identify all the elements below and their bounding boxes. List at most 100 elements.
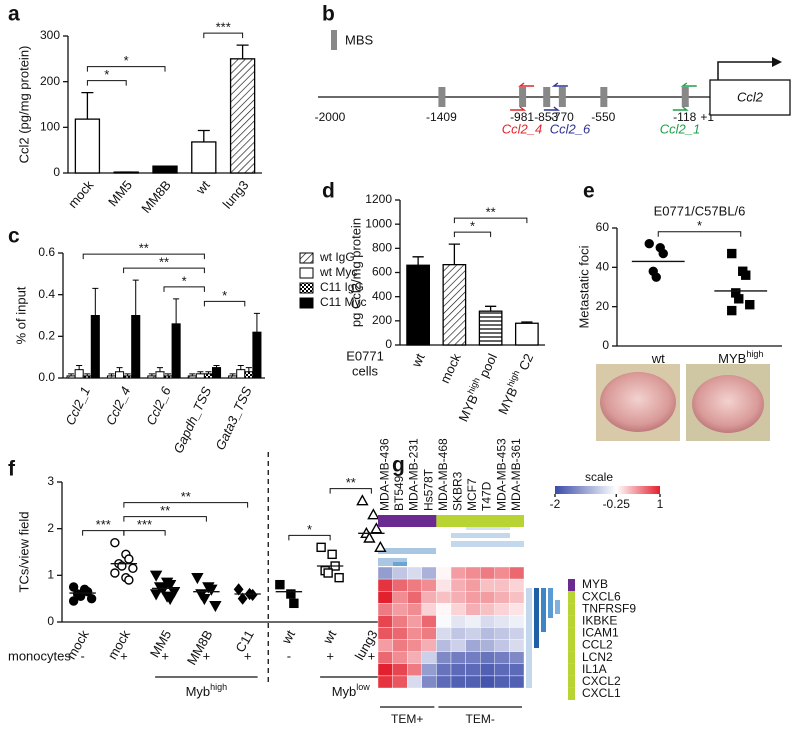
- column-label: BT549: [392, 475, 406, 511]
- panel-letter: b: [322, 3, 335, 26]
- heatmap-cell: [407, 591, 423, 604]
- heatmap-cell: [465, 603, 481, 616]
- bar: [252, 331, 262, 379]
- error-bar: [132, 279, 139, 316]
- significance-bracket: [86, 80, 127, 86]
- dot: [149, 570, 163, 582]
- heatmap-cell: [450, 627, 466, 640]
- heatmap-cell: [436, 603, 452, 616]
- heatmap-cell: [465, 627, 481, 640]
- heatmap-cell: [377, 663, 393, 677]
- heatmap-cell: [407, 578, 423, 592]
- heatmap-cell: [480, 651, 496, 665]
- bar: [74, 369, 84, 379]
- significance-label: **: [346, 475, 356, 490]
- heatmap-cell: [480, 615, 496, 628]
- dot: [275, 579, 285, 590]
- y-tick-label: 1200: [365, 192, 392, 206]
- x-tick-label: Ccl2_1: [62, 384, 93, 427]
- position-label: -853: [534, 110, 558, 124]
- dot: [68, 582, 79, 592]
- row-label: ICAM1: [582, 626, 619, 640]
- y-tick-label: 0.0: [38, 370, 55, 384]
- heatmap-cell: [465, 578, 481, 592]
- y-tick-label: 0.4: [38, 287, 55, 301]
- heatmap-cell: [450, 566, 466, 580]
- legend-label: wt IgG: [319, 250, 355, 264]
- x-tick-label-sup: high: [746, 349, 763, 359]
- heatmap-cell: [465, 591, 481, 604]
- heatmap-cell: [450, 639, 466, 652]
- x-tick-label: Ccl2_4: [103, 384, 134, 427]
- heatmap-cell: [436, 627, 452, 640]
- significance-label: *: [124, 53, 129, 68]
- y-tick-label: 60: [596, 220, 610, 234]
- panel-letter: d: [322, 180, 335, 203]
- x-tick-label: mock: [437, 351, 464, 386]
- heatmap-cell: [450, 615, 466, 628]
- x-tick-label: wt: [408, 351, 428, 370]
- y-tick-label: 0: [47, 614, 54, 628]
- group-label-part: Myb: [186, 684, 211, 699]
- primer-arrow: [543, 82, 568, 111]
- error-bar: [156, 367, 163, 372]
- y-tick-label: 200: [372, 313, 392, 327]
- y-tick-label: 200: [40, 74, 60, 88]
- dot: [658, 248, 668, 259]
- dot: [205, 584, 218, 596]
- x-tick-label: MM8B: [184, 628, 216, 668]
- heatmap-cell: [377, 566, 393, 580]
- row-label: TNFRSF9: [582, 601, 636, 615]
- primer-label: Ccl2_6: [550, 121, 591, 136]
- heatmap-cell: [494, 615, 510, 628]
- dot: [374, 540, 387, 553]
- row-color: [568, 615, 575, 628]
- heatmap-cell: [450, 603, 466, 616]
- mbs-site: [681, 87, 689, 107]
- bar: [195, 373, 205, 379]
- dot: [741, 270, 751, 280]
- y-axis-label: % of input: [13, 286, 28, 344]
- x-tick-label-part: wt: [278, 627, 298, 647]
- legend-swatch: [299, 267, 314, 279]
- bar: [442, 263, 467, 346]
- heatmap-cell: [407, 627, 423, 640]
- significance-bracket: [203, 300, 246, 307]
- significance-bracket: [123, 516, 207, 522]
- heatmap-cell: [392, 591, 408, 604]
- x-tick-label: wt: [651, 351, 665, 366]
- row-color: [568, 675, 575, 688]
- group-label-sup: low: [356, 682, 370, 692]
- significance-label: ***: [216, 20, 231, 35]
- heatmap-cell: [392, 603, 408, 616]
- heatmap-cell: [421, 639, 437, 652]
- monocyte-sign: -: [80, 648, 84, 663]
- heatmap-cell: [377, 578, 393, 592]
- mbs-site: [543, 87, 551, 107]
- heatmap-cell: [436, 591, 452, 604]
- significance-bracket: [82, 530, 125, 536]
- monocyte-sign: +: [244, 648, 252, 663]
- significance-bracket: [657, 231, 742, 237]
- heatmap-cell: [509, 675, 525, 689]
- position-label: -550: [591, 110, 615, 124]
- heatmap-cell: [377, 627, 393, 640]
- heatmap-cell: [480, 603, 496, 616]
- x-tick-label: wt: [278, 627, 298, 647]
- dot: [191, 572, 204, 585]
- bar: [229, 58, 256, 174]
- bar: [152, 165, 178, 174]
- row-label: MYB: [582, 577, 608, 591]
- heatmap-cell: [509, 663, 525, 677]
- heatmap-cell: [407, 615, 423, 628]
- dot: [247, 588, 258, 602]
- heatmap-cell: [421, 578, 437, 592]
- heatmap-cell: [509, 566, 525, 580]
- legend-swatch: [299, 297, 314, 309]
- heatmap-cell: [494, 578, 510, 592]
- heatmap-cell: [407, 603, 423, 616]
- dot: [644, 239, 654, 249]
- heatmap-cell: [494, 651, 510, 665]
- heatmap-cell: [421, 627, 437, 640]
